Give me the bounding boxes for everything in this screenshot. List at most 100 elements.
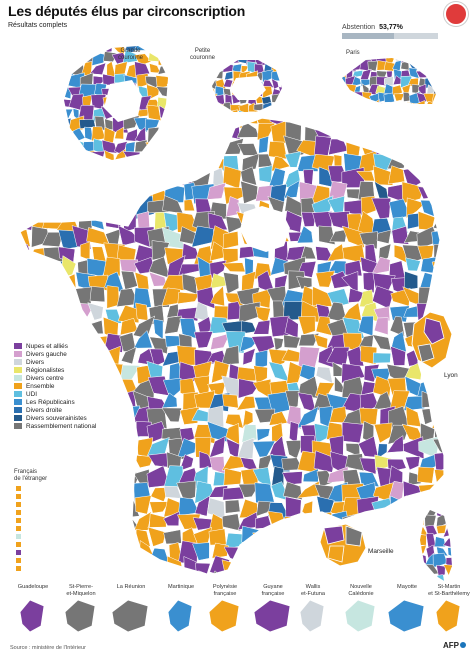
circonscription bbox=[371, 256, 391, 275]
legend-label: Ensemble bbox=[26, 382, 55, 390]
circonscription bbox=[420, 533, 427, 546]
circonscription bbox=[28, 511, 51, 532]
circonscription bbox=[296, 276, 313, 290]
circonscription bbox=[74, 465, 91, 486]
circonscription bbox=[315, 366, 333, 384]
circonscription bbox=[207, 212, 228, 232]
circonscription bbox=[388, 165, 405, 185]
circonscription bbox=[280, 64, 282, 74]
circonscription bbox=[434, 118, 444, 129]
circonscription bbox=[432, 395, 444, 412]
circonscription bbox=[119, 332, 137, 352]
circonscription bbox=[343, 91, 354, 104]
circonscription bbox=[181, 136, 198, 160]
etranger-swatch bbox=[16, 518, 21, 523]
circonscription bbox=[222, 231, 239, 250]
circonscription bbox=[373, 317, 389, 336]
circonscription bbox=[406, 197, 426, 219]
circonscription bbox=[301, 500, 313, 520]
circonscription bbox=[166, 129, 168, 145]
circonscription bbox=[386, 512, 408, 534]
circonscription bbox=[117, 195, 139, 213]
circonscription bbox=[79, 161, 95, 174]
circonscription bbox=[389, 316, 405, 337]
legend-label: Divers droite bbox=[26, 406, 62, 414]
circonscription bbox=[405, 456, 421, 471]
circonscription bbox=[386, 435, 404, 453]
legend-item: Ensemble bbox=[14, 382, 96, 390]
circonscription bbox=[28, 165, 51, 188]
dom-territory-label: Nouvelle Calédonie bbox=[348, 584, 374, 597]
circonscription bbox=[224, 499, 241, 514]
circonscription bbox=[422, 154, 441, 172]
circonscription bbox=[191, 135, 213, 156]
dom-territory-shape bbox=[64, 599, 96, 633]
etranger-swatch bbox=[16, 534, 21, 539]
circonscription bbox=[261, 60, 275, 66]
circonscription bbox=[176, 150, 195, 174]
circonscription bbox=[26, 440, 51, 453]
circonscription bbox=[122, 151, 141, 160]
circonscription bbox=[27, 570, 50, 575]
circonscription bbox=[256, 428, 271, 442]
circonscription bbox=[57, 153, 81, 170]
circonscription bbox=[258, 135, 269, 154]
circonscription bbox=[271, 104, 282, 112]
circonscription bbox=[42, 185, 61, 200]
circonscription bbox=[383, 76, 394, 87]
legend-item: Divers gauche bbox=[14, 350, 96, 358]
circonscription bbox=[424, 118, 440, 129]
circonscription bbox=[344, 122, 361, 143]
circonscription bbox=[383, 92, 395, 103]
circonscription bbox=[64, 46, 70, 57]
circonscription bbox=[438, 291, 444, 309]
circonscription bbox=[119, 540, 138, 563]
circonscription bbox=[88, 544, 105, 564]
circonscription bbox=[165, 138, 185, 158]
circonscription bbox=[20, 301, 32, 325]
circonscription bbox=[147, 526, 167, 547]
circonscription bbox=[42, 514, 62, 535]
circonscription bbox=[161, 427, 182, 441]
circonscription bbox=[402, 101, 413, 104]
circonscription bbox=[158, 105, 168, 123]
circonscription bbox=[166, 83, 168, 100]
circonscription bbox=[206, 118, 231, 124]
circonscription bbox=[424, 60, 435, 73]
circonscription bbox=[390, 345, 406, 366]
circonscription bbox=[432, 77, 436, 87]
circonscription bbox=[237, 143, 259, 156]
circonscription bbox=[222, 394, 239, 409]
circonscription bbox=[74, 528, 94, 550]
circonscription bbox=[221, 63, 234, 73]
circonscription bbox=[423, 100, 435, 104]
circonscription bbox=[431, 69, 436, 77]
legend-swatch bbox=[14, 343, 22, 349]
circonscription bbox=[239, 556, 256, 575]
petite-couronne-hole bbox=[230, 76, 266, 100]
circonscription bbox=[431, 154, 444, 168]
circonscription bbox=[148, 141, 169, 158]
circonscription bbox=[342, 84, 349, 97]
circonscription bbox=[282, 527, 306, 545]
circonscription bbox=[297, 531, 320, 550]
circonscription bbox=[241, 424, 258, 443]
circonscription bbox=[403, 118, 426, 129]
circonscription bbox=[346, 118, 362, 125]
dom-territory-shape bbox=[111, 599, 149, 633]
circonscription bbox=[146, 157, 168, 175]
circonscription bbox=[82, 46, 97, 56]
circonscription bbox=[415, 100, 426, 104]
circonscription bbox=[43, 529, 61, 549]
legend-item: Rassemblement national bbox=[14, 422, 96, 430]
circonscription bbox=[295, 405, 320, 430]
circonscription bbox=[420, 553, 427, 568]
circonscription bbox=[300, 246, 317, 260]
circonscription bbox=[419, 140, 439, 158]
dom-territory-label: La Réunion bbox=[116, 584, 146, 590]
circonscription bbox=[296, 225, 314, 244]
circonscription bbox=[57, 480, 73, 500]
circonscription bbox=[57, 470, 75, 483]
legend-swatch bbox=[14, 383, 22, 389]
circonscription bbox=[255, 515, 273, 529]
